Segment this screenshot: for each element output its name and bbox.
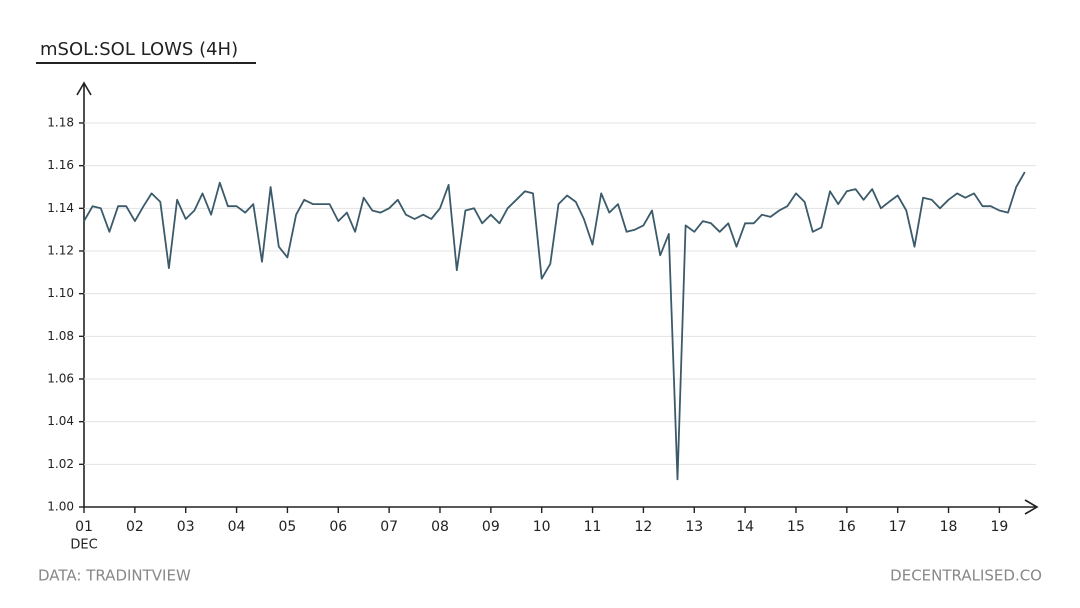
x-tick-label: 03 (177, 519, 195, 535)
x-tick-label: 19 (990, 519, 1008, 535)
x-axis (84, 499, 1039, 515)
x-tick-label: 11 (584, 519, 602, 535)
x-axis-label: DEC (70, 538, 97, 553)
x-tick-label: 02 (126, 519, 144, 535)
y-tick-label: 1.14 (47, 201, 74, 215)
x-tick-label: 14 (736, 519, 754, 535)
x-tick-label: 13 (685, 519, 703, 535)
price-line (83, 171, 1026, 481)
x-tick-label: 04 (228, 519, 246, 535)
x-tick-label: 01 (75, 519, 93, 535)
credit: DECENTRALISED.CO (890, 567, 1042, 585)
x-tick-label: 06 (329, 519, 347, 535)
x-tick-label: 09 (482, 519, 500, 535)
y-tick-label: 1.00 (47, 500, 74, 514)
y-axis (76, 81, 92, 507)
chart-title: mSOL:SOL LOWS (4H) (40, 39, 238, 60)
y-tick-label: 1.02 (47, 457, 74, 471)
x-tick-label: 12 (634, 519, 652, 535)
y-tick-label: 1.04 (47, 414, 74, 428)
x-tick-label: 08 (431, 519, 449, 535)
x-tick-label: 05 (279, 519, 297, 535)
x-tick-label: 18 (940, 519, 958, 535)
x-tick-label: 07 (380, 519, 398, 535)
x-tick-label: 10 (533, 519, 551, 535)
y-tick-label: 1.06 (47, 372, 74, 386)
x-tick-label: 16 (838, 519, 856, 535)
source: DATA: TRADINTVIEW (38, 567, 191, 585)
y-tick-label: 1.12 (47, 244, 74, 258)
y-tick-label: 1.18 (47, 116, 74, 130)
x-tick-label: 17 (889, 519, 907, 535)
x-tick-label: 15 (787, 519, 805, 535)
y-tick-label: 1.08 (47, 329, 74, 343)
y-tick-label: 1.10 (47, 286, 74, 300)
y-tick-label: 1.16 (47, 158, 74, 172)
